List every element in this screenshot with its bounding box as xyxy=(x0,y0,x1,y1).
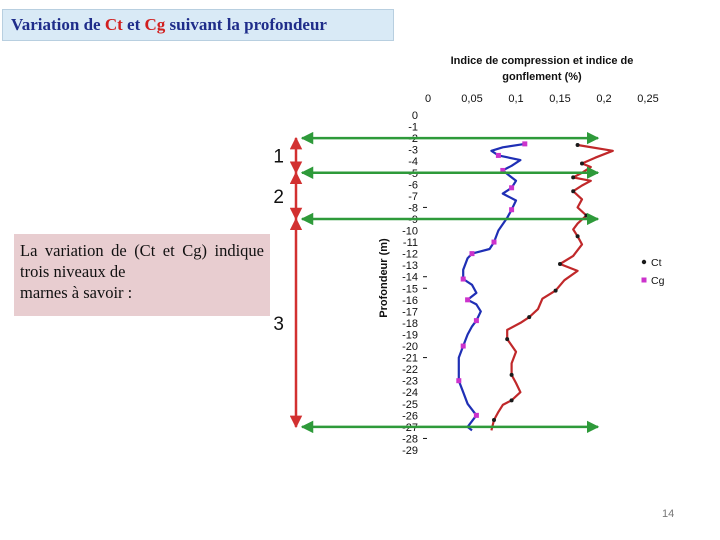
y-tick-label: -19 xyxy=(402,329,418,341)
x-tick-label: 0 xyxy=(425,93,431,105)
ct-point xyxy=(580,161,584,166)
cg-point xyxy=(456,378,462,384)
y-axis-label: Profondeur (m) xyxy=(378,238,390,318)
y-tick-label: -12 xyxy=(402,249,418,261)
y-tick-label: -4 xyxy=(408,156,418,168)
legend-label: Ct xyxy=(651,257,662,269)
level-label: 3 xyxy=(273,314,284,335)
note-text-last: marnes à savoir : xyxy=(20,283,133,302)
ct-point xyxy=(509,398,514,403)
legend: Ct Cg xyxy=(641,257,665,287)
y-tick-label: -24 xyxy=(402,387,418,399)
slide-title: Variation de Ct et Cg suivant la profond… xyxy=(2,9,394,41)
y-tick-label: -22 xyxy=(402,364,418,376)
y-tick-label: -6 xyxy=(408,179,418,191)
ct-point xyxy=(575,234,580,239)
title-suffix: suivant la profondeur xyxy=(165,15,327,34)
y-tick-label: -25 xyxy=(402,399,418,411)
series-line-cg xyxy=(457,142,525,432)
level-label: 1 xyxy=(273,146,284,167)
chart-title-line-2: gonflement (%) xyxy=(502,71,582,83)
cg-point xyxy=(460,343,466,349)
page-number: 14 xyxy=(662,508,675,520)
cg-point xyxy=(509,185,515,191)
legend-label: Cg xyxy=(651,275,665,287)
y-tick-label: -14 xyxy=(402,272,418,284)
cg-point xyxy=(460,276,466,282)
x-tick-label: 0,25 xyxy=(637,93,658,105)
y-tick-label: -13 xyxy=(402,260,418,272)
y-tick-label: -21 xyxy=(402,353,418,365)
chart-title-line-1: Indice de compression et indice de xyxy=(451,55,634,67)
level-label: 2 xyxy=(273,187,284,208)
y-tick-label: -18 xyxy=(402,318,418,330)
y-tick-label: -8 xyxy=(408,202,418,214)
note-text: La variation de (Ct et Cg) indique trois… xyxy=(20,241,264,281)
legend-marker-ct xyxy=(641,259,647,265)
y-tick-label: -1 xyxy=(408,122,418,134)
cg-point xyxy=(473,412,479,418)
cg-point xyxy=(522,141,528,147)
y-tick-label: -28 xyxy=(402,433,418,445)
ct-point xyxy=(509,372,514,377)
x-tick-label: 0,2 xyxy=(596,93,611,105)
ct-point xyxy=(584,213,589,218)
y-tick-label: -7 xyxy=(408,191,418,203)
x-tick-label: 0,1 xyxy=(508,93,523,105)
y-tick-label: -23 xyxy=(402,376,418,388)
note-box: La variation de (Ct et Cg) indique trois… xyxy=(14,234,270,316)
y-tick-label: -11 xyxy=(403,237,418,249)
ct-point xyxy=(527,315,532,320)
y-tick-label: 0 xyxy=(412,110,418,122)
y-tick-label: -20 xyxy=(402,341,418,353)
x-tick-label: 0,15 xyxy=(549,93,570,105)
cg-point xyxy=(473,318,479,324)
cg-point xyxy=(495,152,501,158)
ct-point xyxy=(571,189,576,194)
title-ct: Ct xyxy=(104,15,123,34)
x-tick-labels: 0 0,05 0,1 0,15 0,2 0,25 xyxy=(425,93,659,105)
y-tick-label: -15 xyxy=(402,283,418,295)
ct-point xyxy=(558,262,562,267)
series-layer xyxy=(456,141,614,432)
y-tick-label: -29 xyxy=(402,445,418,457)
y-tick-label: -3 xyxy=(408,145,418,157)
legend-marker-cg xyxy=(641,277,647,283)
cg-point xyxy=(509,207,515,213)
y-tick-label: -17 xyxy=(402,306,418,318)
x-tick-label: 0,05 xyxy=(461,93,482,105)
title-cg: Cg xyxy=(144,15,166,34)
y-tick-label: -10 xyxy=(402,226,418,238)
ct-point xyxy=(505,337,510,342)
ct-point xyxy=(553,288,558,293)
title-middle: et xyxy=(122,15,145,34)
y-tick-label: -26 xyxy=(402,410,418,422)
ct-point xyxy=(492,417,496,422)
y-tick-label: -16 xyxy=(402,295,418,307)
y-tick-labels: 0-1-2-3-4-5-6-7-8-9-10-11-12-13-14-15-16… xyxy=(402,110,427,457)
cg-point xyxy=(491,239,497,245)
cg-point xyxy=(465,297,471,303)
cg-point xyxy=(469,251,475,257)
level-arrows: 1 2 3 xyxy=(273,131,600,434)
ct-point xyxy=(575,143,580,148)
ct-point xyxy=(571,175,576,180)
title-prefix: Variation de xyxy=(11,15,105,34)
